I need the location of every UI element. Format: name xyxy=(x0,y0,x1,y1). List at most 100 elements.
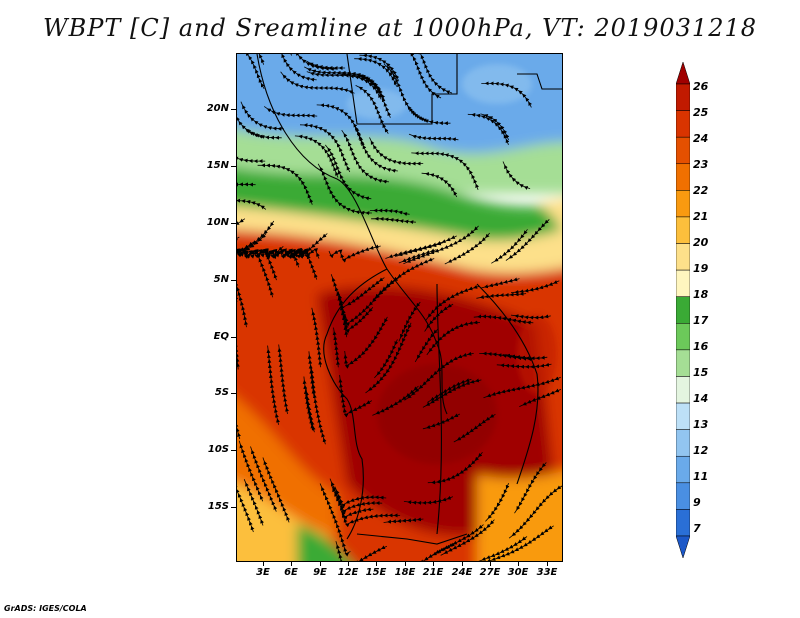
colorbar-label-12: 12 xyxy=(693,444,709,457)
colorbar-cell xyxy=(676,110,690,138)
colorbar-cell xyxy=(676,402,690,430)
colorbar-label-15: 15 xyxy=(693,366,709,379)
lon-tick xyxy=(263,562,264,566)
streamline xyxy=(480,277,520,289)
colorbar-label-22: 22 xyxy=(693,184,709,197)
streamline xyxy=(422,413,461,430)
streamline xyxy=(383,517,424,524)
colorbar-cap-top xyxy=(676,62,690,85)
colorbar-cell xyxy=(676,83,690,111)
streamline xyxy=(496,362,552,369)
hot-patch-east xyxy=(517,314,557,394)
border-line-4 xyxy=(386,268,448,415)
colorbar-cell xyxy=(676,429,690,457)
colorbar-cell xyxy=(676,509,690,537)
colorbar-label-25: 25 xyxy=(693,106,709,119)
streamline xyxy=(481,81,533,108)
streamline xyxy=(502,353,548,361)
streamline xyxy=(328,244,381,263)
streamline xyxy=(338,375,373,418)
lon-label-33e: 33E xyxy=(536,567,558,578)
streamline xyxy=(467,112,510,145)
zone-19c-ne xyxy=(537,199,562,231)
hot-core xyxy=(377,364,497,464)
colorbar-cell xyxy=(676,216,690,244)
streamline xyxy=(317,163,372,216)
chart-title: WBPT [C] and Sreamline at 1000hPa, VT: 2… xyxy=(42,14,758,42)
streamline xyxy=(369,208,410,216)
colorbar-label-26: 26 xyxy=(693,80,709,93)
lat-tick xyxy=(231,450,236,451)
coastline-west xyxy=(323,268,388,540)
colorbar-label-23: 23 xyxy=(693,158,709,171)
coastlines-borders xyxy=(256,54,562,545)
lat-tick xyxy=(231,109,236,110)
lon-label-18e: 18E xyxy=(394,567,416,578)
lat-label-5s: 5S xyxy=(214,387,229,398)
lon-label-27e: 27E xyxy=(479,567,501,578)
lon-tick xyxy=(518,562,519,566)
colorbar-cap-bottom xyxy=(676,535,690,558)
streamline xyxy=(279,54,317,82)
footer-credit: GrADS: IGES/COLA xyxy=(4,604,87,613)
wbpt-map xyxy=(237,54,562,561)
lat-label-15n: 15N xyxy=(206,160,229,171)
lat-label-10n: 10N xyxy=(206,217,229,228)
border-line-2 xyxy=(346,54,458,125)
border-line-5 xyxy=(476,283,539,485)
streamline xyxy=(309,365,327,445)
lon-label-12e: 12E xyxy=(337,567,359,578)
streamline xyxy=(277,344,290,414)
streamline xyxy=(502,161,531,190)
streamline xyxy=(491,229,528,264)
streamline xyxy=(332,327,341,368)
colorbar-cell xyxy=(676,349,690,377)
streamline xyxy=(355,85,389,134)
streamline xyxy=(510,280,560,294)
streamline xyxy=(483,376,561,399)
streamline xyxy=(473,314,534,325)
lat-tick xyxy=(231,393,236,394)
streamline xyxy=(237,98,265,139)
lat-label-15s: 15S xyxy=(207,501,229,512)
lat-label-10s: 10S xyxy=(207,444,229,455)
streamline xyxy=(245,54,265,89)
streamline xyxy=(237,218,246,237)
streamline xyxy=(383,63,429,123)
border-line-3 xyxy=(517,73,562,90)
streamline xyxy=(485,483,510,522)
colorbar-label-16: 16 xyxy=(693,340,709,353)
colorbar-cell xyxy=(676,163,690,191)
streamline xyxy=(302,376,315,431)
streamline xyxy=(427,452,483,485)
streamline xyxy=(237,282,249,328)
lat-label-5n: 5N xyxy=(213,274,229,285)
colorbar-label-7: 7 xyxy=(693,522,701,535)
colorbar-cell xyxy=(676,376,690,404)
colorbar-label-14: 14 xyxy=(693,392,709,405)
lat-label-eq: EQ xyxy=(213,331,229,342)
streamline xyxy=(411,151,480,190)
colorbar-cell xyxy=(676,190,690,218)
colorbar-cell xyxy=(676,482,690,510)
lon-tick xyxy=(376,562,377,566)
lon-label-15e: 15E xyxy=(365,567,387,578)
streamline xyxy=(240,101,285,131)
lon-tick xyxy=(320,562,321,566)
streamline xyxy=(385,235,457,259)
streamline xyxy=(257,163,314,205)
zone-21c-se xyxy=(477,471,562,561)
colorbar-cell xyxy=(676,296,690,324)
lat-tick xyxy=(231,223,236,224)
colorbar-label-18: 18 xyxy=(693,288,709,301)
lon-label-3e: 3E xyxy=(256,567,270,578)
colorbar-cell xyxy=(676,136,690,165)
lon-tick xyxy=(433,562,434,566)
streamline xyxy=(396,542,457,561)
colorbar-label-21: 21 xyxy=(693,210,709,223)
streamline xyxy=(371,216,416,225)
lat-tick xyxy=(231,280,236,281)
streamline xyxy=(510,314,551,320)
colorbar-label-9: 9 xyxy=(693,496,701,509)
colorbar-cells xyxy=(676,62,690,558)
